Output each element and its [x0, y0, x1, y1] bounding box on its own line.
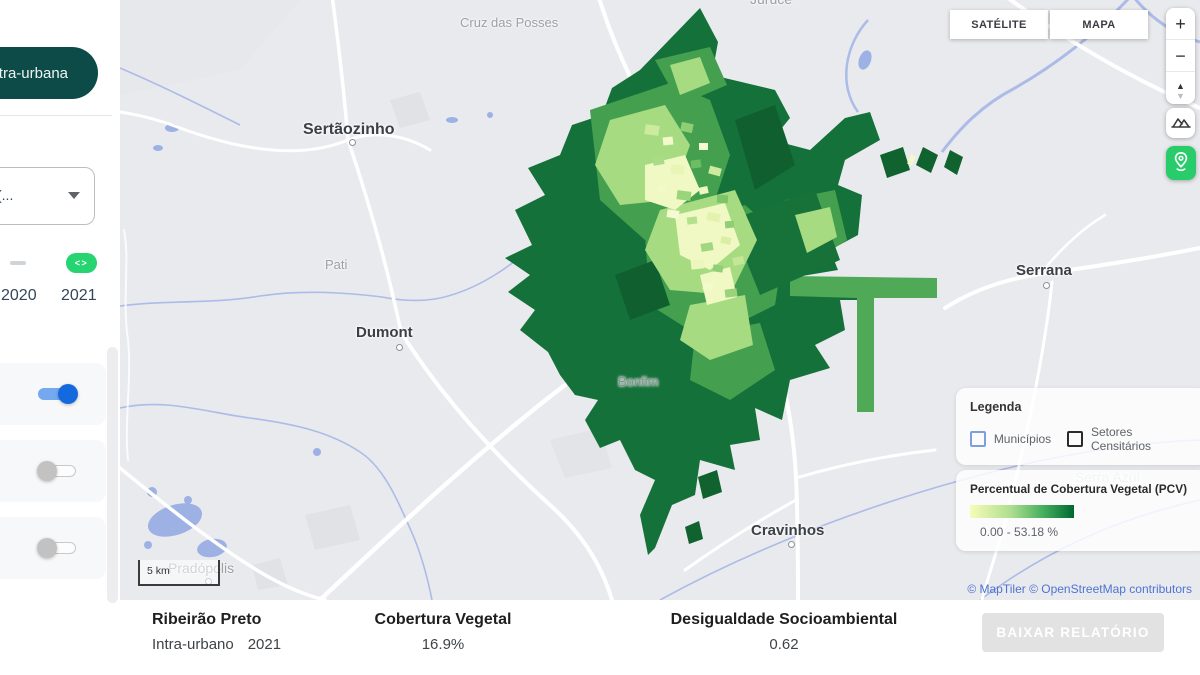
pcv-gradient-bar — [970, 505, 1074, 518]
legend-panel: Legenda Municípios Setores Censitários — [956, 388, 1200, 465]
scale-bar: 5 km — [138, 560, 220, 586]
location-pin-icon — [1174, 151, 1188, 171]
layer-toggle-switch[interactable] — [37, 461, 76, 481]
year-label-2021[interactable]: 2021 — [61, 287, 97, 304]
municipios-checkbox[interactable] — [970, 431, 986, 447]
stat-socio-inequality: Desigualdade Socioambiental 0.62 — [668, 611, 900, 653]
stat-vegetal-cover: Cobertura Vegetal 16.9% — [373, 611, 513, 653]
download-report-button[interactable]: BAIXAR RELATÓRIO — [982, 613, 1164, 652]
sidebar-divider — [0, 115, 112, 116]
map-attribution[interactable]: © MapTiler © OpenStreetMap contributors — [967, 582, 1192, 596]
stat-label: Desigualdade Socioambiental — [670, 611, 898, 628]
place-marker — [396, 344, 403, 351]
map-canvas[interactable]: Jurucê Cruz das Posses Sertãozinho Pati … — [120, 0, 1200, 600]
pcv-range-label: 0.00 - 53.18 % — [980, 525, 1059, 539]
stat-value: 0.62 — [769, 636, 799, 653]
map-button[interactable]: MAPA — [1050, 10, 1148, 39]
pcv-legend-panel: Percentual de Cobertura Vegetal (PCV) 0.… — [956, 470, 1200, 551]
timeline-tick — [10, 261, 26, 265]
sidebar-scrollbar[interactable] — [107, 347, 118, 603]
compass-down-icon: ▼ — [1176, 91, 1185, 101]
summary-footer: Ribeirão Preto Intra-urbano 2021 Cobertur… — [0, 600, 1200, 675]
chevron-down-icon — [68, 192, 80, 199]
timeline-handle[interactable]: <> — [66, 253, 97, 273]
stat-year: 2021 — [247, 636, 282, 653]
satellite-button[interactable]: SATÉLITE — [950, 10, 1048, 39]
place-label-bonfim: Bonfim — [618, 374, 659, 389]
place-label-sertaozinho: Sertãozinho — [303, 121, 395, 138]
stat-label: Ribeirão Preto — [152, 611, 262, 628]
dropdown-value: (... — [0, 187, 14, 203]
stat-municipality: Ribeirão Preto Intra-urbano 2021 — [152, 611, 281, 653]
layer-toggle-switch[interactable] — [37, 538, 76, 558]
pcv-legend-title: Percentual de Cobertura Vegetal (PCV) — [970, 482, 1187, 496]
legend-item-label: Municípios — [993, 432, 1052, 446]
place-marker — [349, 139, 356, 146]
layer-toggle-row — [0, 440, 106, 502]
layer-select-dropdown[interactable]: (... — [0, 167, 95, 225]
compass-up-icon: ▲ — [1176, 81, 1185, 91]
place-label-cruz-das-posses: Cruz das Posses — [460, 15, 559, 30]
place-marker — [1043, 282, 1050, 289]
stat-value: 16.9% — [421, 636, 465, 653]
stat-value: Intra-urbano — [152, 636, 234, 653]
legend-item-label: Setores Censitários — [1090, 425, 1152, 453]
zoom-out-button[interactable]: − — [1166, 40, 1195, 72]
place-label-dumont: Dumont — [356, 324, 413, 341]
place-label-serrana: Serrana — [1016, 262, 1072, 279]
place-marker — [788, 541, 795, 548]
place-label-jurace: Jurucê — [750, 0, 792, 7]
compass-button[interactable]: ▲ ▼ — [1166, 72, 1195, 104]
locate-button[interactable] — [1166, 146, 1196, 180]
sidebar: Intra-urbana (... <> 2020 2021 — [0, 0, 120, 675]
layer-toggle-switch[interactable] — [38, 384, 78, 404]
year-label-2020[interactable]: 2020 — [1, 287, 37, 304]
layer-toggle-row — [0, 363, 106, 425]
zoom-in-button[interactable]: + — [1166, 8, 1195, 40]
terrain-button[interactable] — [1166, 108, 1195, 138]
mountain-icon — [1170, 118, 1191, 128]
legend-title: Legenda — [970, 400, 1022, 414]
setores-censitarios-checkbox[interactable] — [1067, 431, 1083, 447]
place-label-cravinhos: Cravinhos — [751, 522, 825, 539]
intra-urbana-button[interactable]: Intra-urbana — [0, 47, 98, 99]
layer-toggle-row — [0, 517, 106, 579]
zoom-controls: + − ▲ ▼ — [1166, 8, 1195, 104]
choropleth-layer[interactable] — [495, 5, 965, 555]
stat-label: Cobertura Vegetal — [374, 611, 512, 628]
place-label-pati: Pati — [325, 257, 348, 272]
map-style-switcher: SATÉLITE MAPA — [950, 10, 1148, 39]
